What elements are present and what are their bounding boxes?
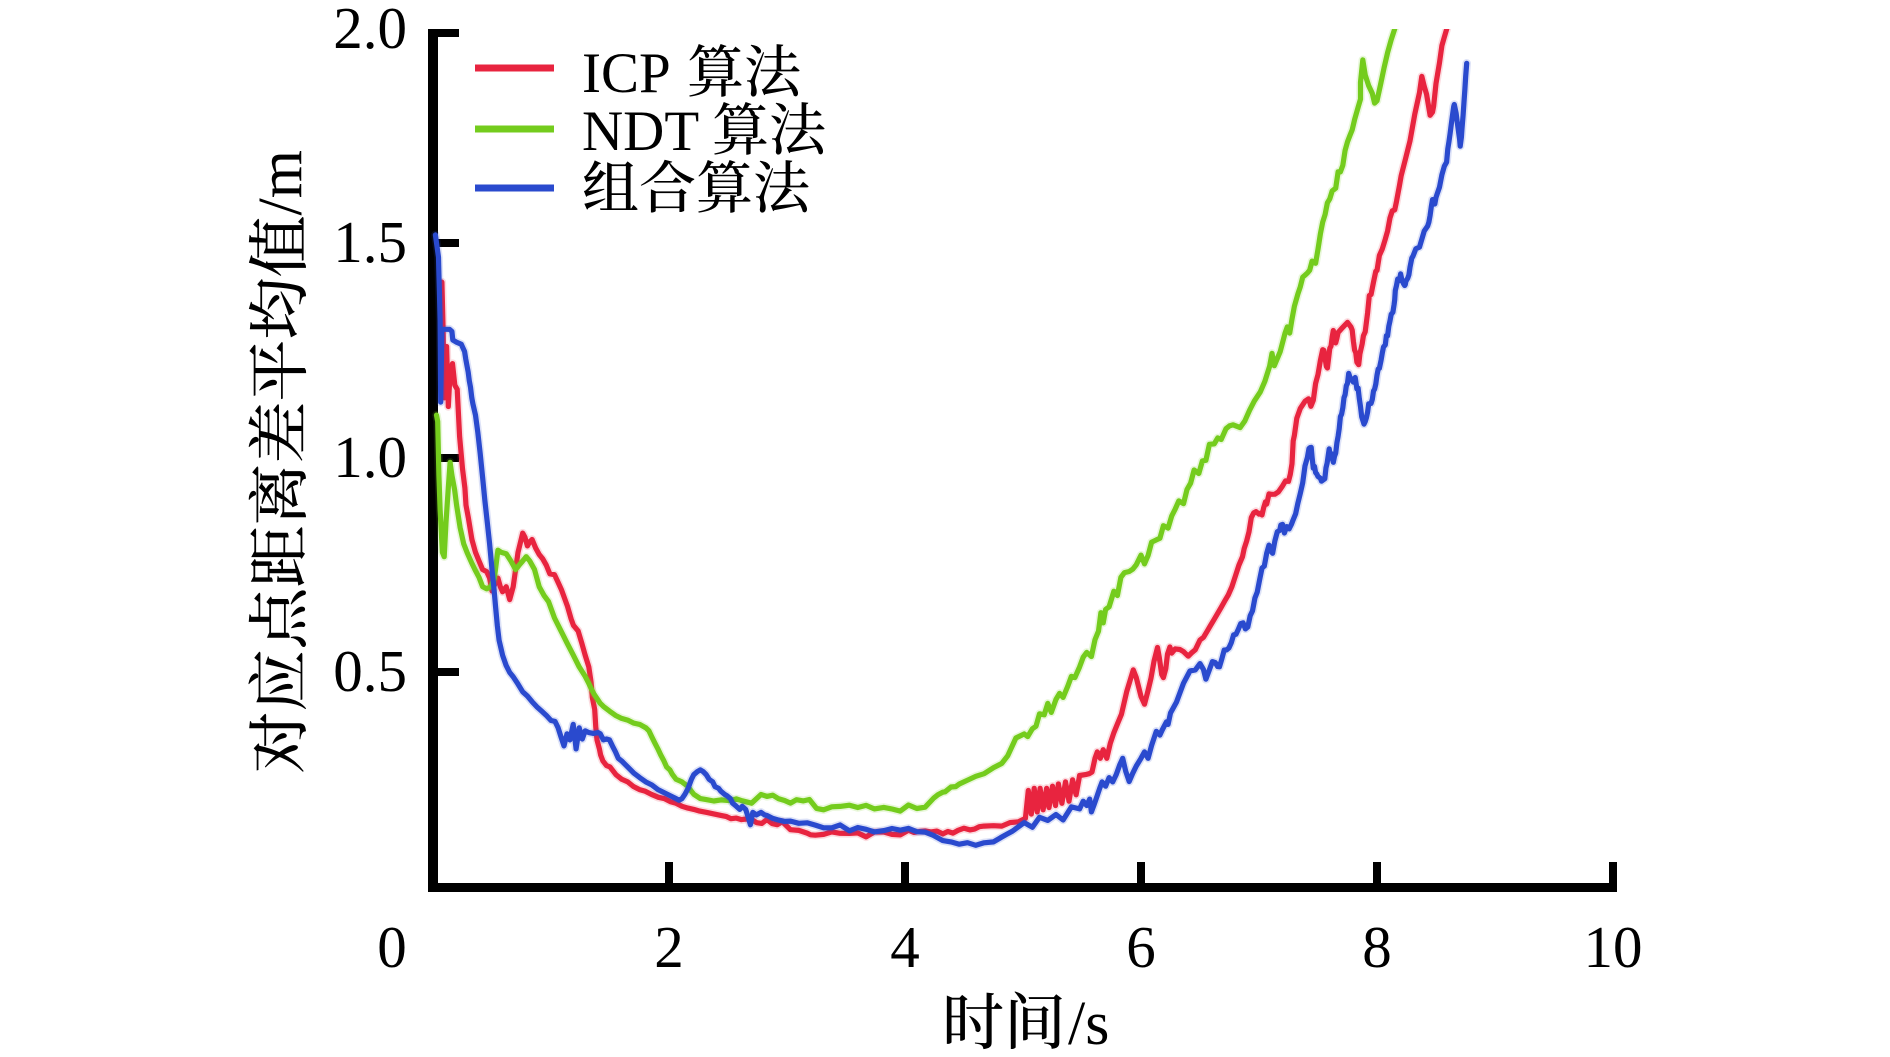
- svg-text:2: 2: [654, 914, 684, 980]
- svg-text:ICP: ICP: [582, 42, 671, 105]
- svg-text:0.5: 0.5: [333, 638, 407, 704]
- svg-text:0: 0: [377, 914, 407, 980]
- svg-text:2.0: 2.0: [333, 0, 407, 61]
- svg-text:1.0: 1.0: [333, 424, 407, 490]
- svg-text:4: 4: [890, 914, 920, 980]
- svg-text:1.5: 1.5: [333, 209, 407, 275]
- svg-text:NDT: NDT: [582, 100, 699, 163]
- svg-text:/m: /m: [247, 150, 315, 215]
- svg-text:8: 8: [1362, 914, 1392, 980]
- svg-text:/s: /s: [1068, 990, 1109, 1057]
- svg-text:6: 6: [1126, 914, 1156, 980]
- svg-text:10: 10: [1584, 914, 1643, 980]
